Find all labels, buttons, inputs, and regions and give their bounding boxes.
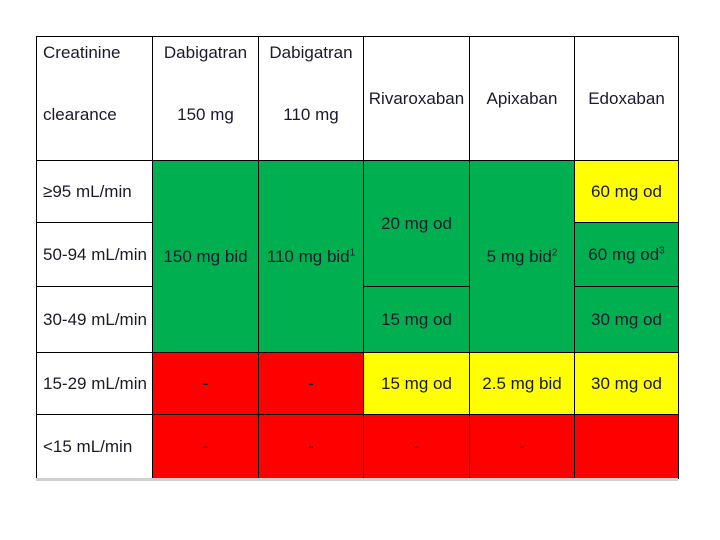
row-label-30-49: 30-49 mL/min [36,286,153,353]
cell-edoxaban-ge95: 60 mg od [574,160,679,223]
cell-dabigatran-150-lt15: - [152,414,259,479]
footnote-2: 2 [551,246,558,258]
renal-dosing-table: Creatinine Dabigatran Dabigatran Rivarox… [36,36,679,479]
cell-rivaroxaban-15-29: 15 mg od [363,352,470,415]
cell-rivaroxaban-lt15: - [363,414,470,479]
header-creatinine-top: Creatinine [36,36,153,99]
cell-apixaban-dose: 5 mg bid2 [469,160,575,353]
cell-rivaroxaban-20mg: 20 mg od [363,160,470,287]
dash: - [519,436,525,456]
row-ge95: ≥95 mL/min 150 mg bid 110 mg bid1 20 mg … [36,160,679,353]
cell-dabigatran-110-dose: 110 mg bid1 [258,160,364,353]
row-lt15: <15 mL/min - - - - [36,414,679,479]
header-row-top: Creatinine Dabigatran Dabigatran Rivarox… [36,36,679,161]
dash: - [308,436,314,456]
header-dabigatran-110-bottom: 110 mg [258,98,364,161]
table-shadow [36,478,678,481]
header-rivaroxaban: Rivaroxaban [363,36,470,161]
header-dabigatran-110-top: Dabigatran [258,36,364,99]
cell-edoxaban-50-94: 60 mg od3 [574,222,679,287]
row-label-ge95: ≥95 mL/min [36,160,153,223]
cell-dabigatran-110-lt15: - [258,414,364,479]
footnote-1: 1 [349,246,356,258]
cell-edoxaban-lt15 [574,414,679,479]
row-label-50-94: 50-94 mL/min [36,222,153,287]
header-dabigatran-150-bottom: 150 mg [152,98,259,161]
dabigatran-110-dose-text: 110 mg bid [266,246,350,266]
header-row-bottom: clearance 150 mg 110 mg [36,98,679,161]
dash: - [202,436,209,456]
row-label-lt15: <15 mL/min [36,414,153,479]
header-creatinine-bottom: clearance [36,98,153,161]
cell-edoxaban-30-49: 30 mg od [574,286,679,353]
cell-apixaban-lt15: - [469,414,575,479]
cell-apixaban-15-29: 2.5 mg bid [469,352,575,415]
row-30-49: 30-49 mL/min 15 mg od 30 mg od [36,286,679,353]
cell-edoxaban-15-29: 30 mg od [574,352,679,415]
cell-dabigatran-150-dose: 150 mg bid [152,160,259,353]
edoxaban-50-94-text: 60 mg od [588,244,660,264]
cell-rivaroxaban-30-49: 15 mg od [363,286,470,353]
row-label-15-29: 15-29 mL/min [36,352,153,415]
apixaban-dose-text: 5 mg bid [486,246,552,266]
row-15-29: 15-29 mL/min - - 15 mg od 2.5 mg bid 30 … [36,352,679,415]
cell-dabigatran-150-15-29: - [152,352,259,415]
cell-dabigatran-110-15-29: - [258,352,364,415]
dash: - [202,373,209,393]
footnote-3: 3 [659,244,665,256]
dash: - [413,436,420,456]
dash: - [308,373,314,393]
header-dabigatran-150-top: Dabigatran [152,36,259,99]
header-edoxaban: Edoxaban [574,36,679,161]
header-apixaban: Apixaban [469,36,575,161]
